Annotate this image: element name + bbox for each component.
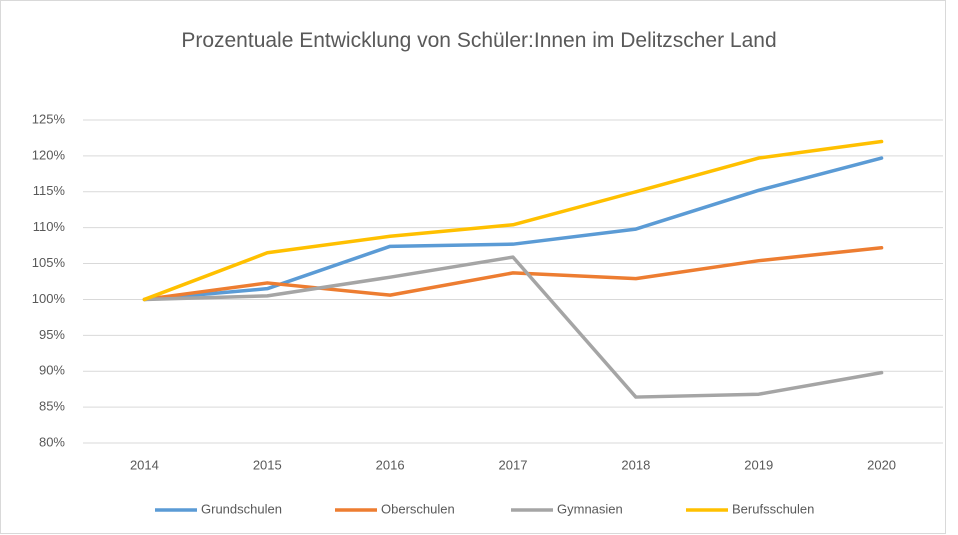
data-line <box>142 139 884 302</box>
legend-label: Berufsschulen <box>732 501 814 516</box>
y-tick-label: 120% <box>32 147 66 162</box>
y-tick-label: 80% <box>39 434 65 449</box>
x-tick-label: 2017 <box>499 457 528 472</box>
y-tick-label: 100% <box>32 291 66 306</box>
y-tick-label: 110% <box>33 219 66 234</box>
chart-title: Prozentuale Entwicklung von Schüler:Inne… <box>181 29 777 52</box>
x-tick-label: 2014 <box>130 457 159 472</box>
legend-label: Grundschulen <box>201 501 282 516</box>
data-line <box>142 246 884 302</box>
y-tick-label: 115% <box>33 183 66 198</box>
x-tick-label: 2018 <box>621 457 650 472</box>
y-tick-label: 90% <box>39 363 65 378</box>
x-tick-label: 2015 <box>253 457 282 472</box>
x-tick-label: 2020 <box>867 457 896 472</box>
y-tick-label: 105% <box>32 255 66 270</box>
x-tick-label: 2016 <box>376 457 405 472</box>
legend-label: Oberschulen <box>381 501 455 516</box>
y-tick-label: 125% <box>32 111 66 126</box>
data-line <box>142 156 884 302</box>
y-tick-label: 85% <box>39 399 65 414</box>
data-line <box>142 255 884 399</box>
y-tick-label: 95% <box>39 327 65 342</box>
legend-label: Gymnasien <box>557 501 623 516</box>
x-tick-label: 2019 <box>744 457 773 472</box>
